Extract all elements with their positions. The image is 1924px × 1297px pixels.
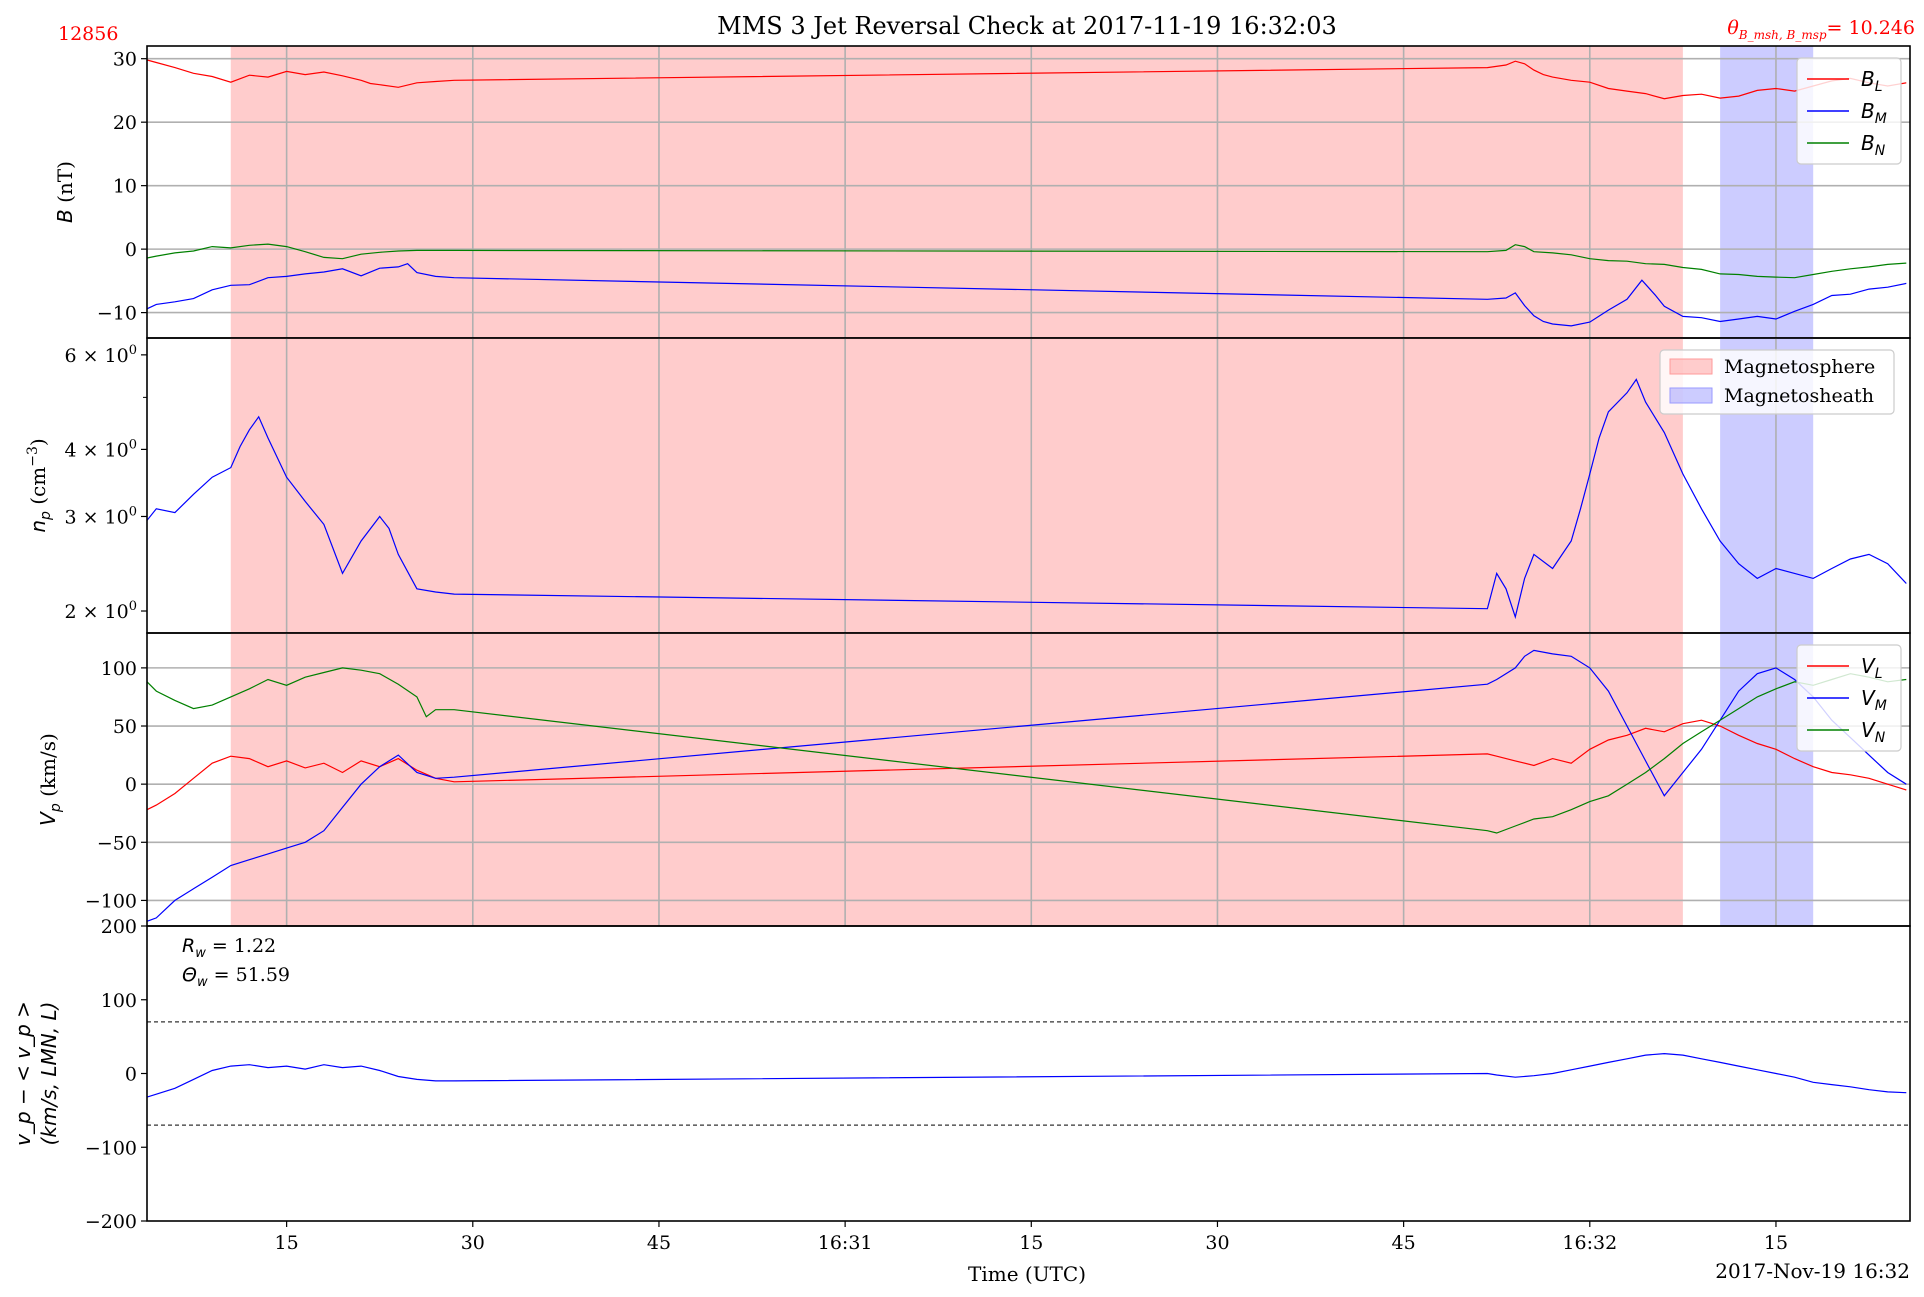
x-tick-label: 16:32 [1562,1232,1617,1254]
y-axis-label: np (cm−3) [25,438,54,532]
series-line-v-p-v-p- [147,1054,1906,1098]
x-tick-label: 30 [1205,1232,1229,1254]
y-tick-label: 50 [113,716,137,738]
y-tick-label: −100 [85,1137,137,1159]
walen-annotation: Θw = 51.59 [182,964,290,990]
walen-annotation: Rw = 1.22 [182,935,276,961]
y-tick-label: 4 × 100 [64,437,137,461]
legend-entry: Magnetosheath [1724,385,1874,407]
y-tick-label: 3 × 100 [64,504,137,528]
y-tick-label: −200 [85,1211,137,1233]
y-tick-label: 10 [113,176,137,198]
x-axis-label: Time (UTC) [968,1262,1086,1286]
x-tick-label: 15 [275,1232,299,1254]
x-tick-label: 30 [461,1232,485,1254]
y-axis-label: B (nT) [53,161,77,223]
y-tick-label: 0 [125,1064,137,1086]
x-tick-label: 15 [1764,1232,1788,1254]
legend-swatch [1670,359,1712,374]
y-tick-label: 100 [101,658,137,680]
shear-angle-label: θB_msh, B_msp= 10.246 [1727,17,1915,42]
legend-swatch [1670,388,1712,403]
panel-density: 2 × 100 3 × 100 4 × 100 6 × 100 np (cm−3) Mag… [25,338,1910,633]
figure-title: MMS 3 Jet Reversal Check at 2017-11-19 1… [717,12,1337,40]
y-tick-label: −100 [85,890,137,912]
y-tick-label: 6 × 100 [64,343,137,367]
x-axis: 15 30 45 16:31 15 30 45 16:32 15 [275,1221,1789,1254]
y-axis-label-line2: (km/s, LMN, L) [37,1002,61,1146]
legend-entry: Magnetosphere [1724,356,1875,378]
x-tick-label: 15 [1019,1232,1043,1254]
y-tick-label: 30 [113,49,137,71]
date-label: 2017-Nov-19 16:32 [1715,1259,1910,1283]
x-tick-label: 16:31 [818,1232,873,1254]
y-tick-label: 0 [125,239,137,261]
y-tick-label: 20 [113,112,137,134]
region-magnetosphere [231,633,1683,926]
y-tick-label: 0 [125,774,137,796]
x-tick-label: 45 [647,1232,671,1254]
y-tick-label: 2 × 100 [64,599,137,623]
region-magnetosphere [231,46,1683,338]
y-tick-label: 200 [101,916,137,938]
x-tick-label: 45 [1392,1232,1416,1254]
y-tick-label: −10 [97,303,137,325]
y-tick-label: −50 [97,832,137,854]
y-tick-label: 100 [101,990,137,1012]
event-id-label: 12856 [58,23,118,45]
y-axis-label-line1: v_p − < v_p > [11,1001,35,1146]
y-axis-label: Vp (km/s) [36,733,64,826]
panel-walen-test: −200 −100 0 100 200 v_p − < v_p > (km/s, LMN, … [11,916,1910,1233]
panel-frame [147,926,1910,1221]
region-magnetosphere [231,338,1683,633]
